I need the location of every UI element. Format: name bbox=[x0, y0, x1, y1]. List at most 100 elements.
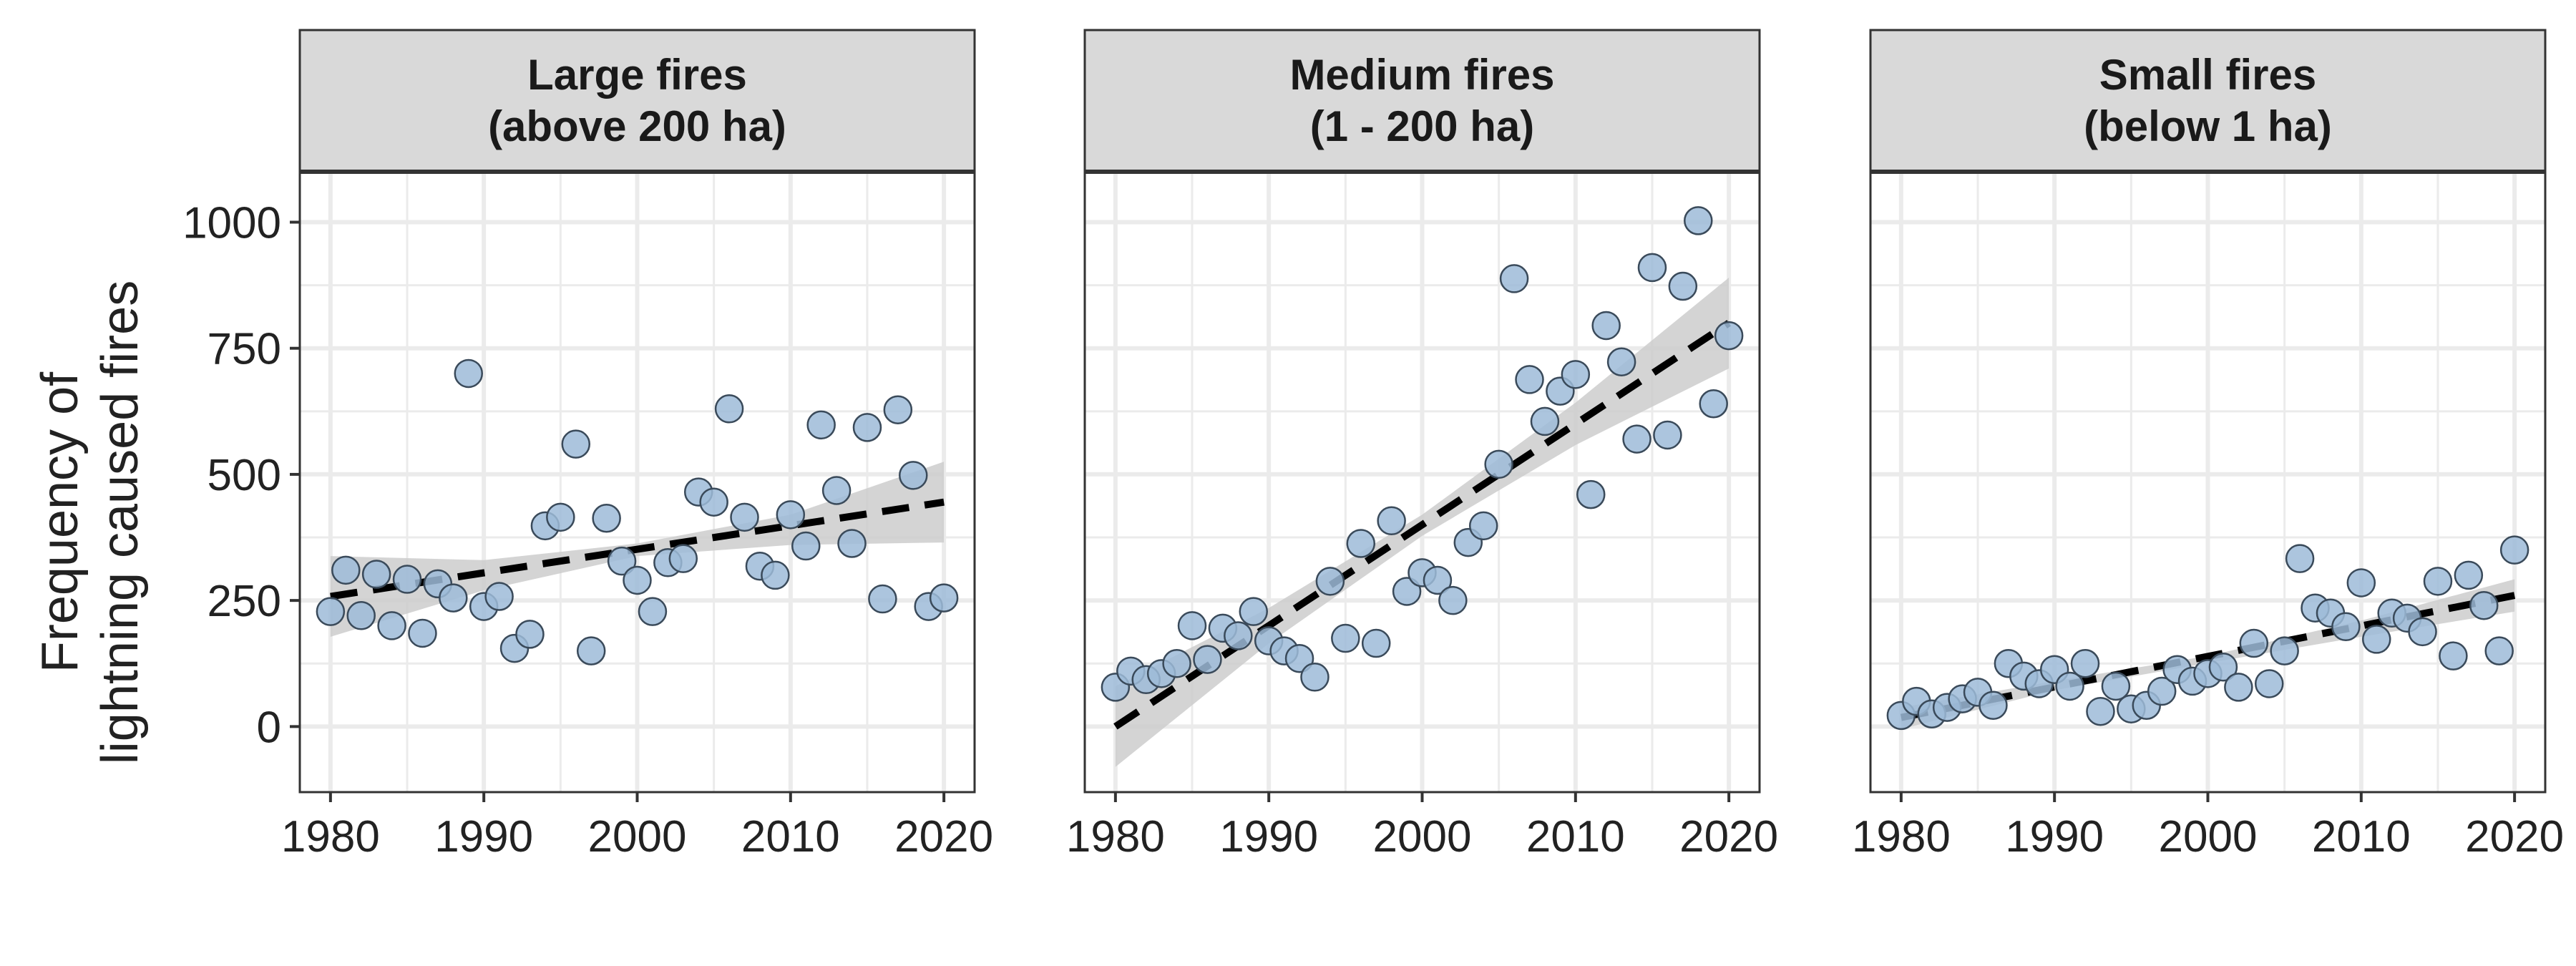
data-point bbox=[868, 584, 897, 614]
data-point bbox=[668, 544, 698, 573]
data-point bbox=[837, 529, 867, 558]
x-tick-label: 1990 bbox=[2005, 812, 2104, 862]
x-tick-label: 2010 bbox=[2312, 812, 2411, 862]
data-point bbox=[576, 636, 606, 665]
data-point bbox=[2086, 696, 2115, 726]
data-point bbox=[1668, 271, 1698, 301]
panel-title-line-2: (1 - 200 ha) bbox=[1310, 102, 1534, 150]
data-point bbox=[1591, 311, 1621, 341]
y-tick-label: 1000 bbox=[182, 198, 281, 248]
data-point bbox=[2454, 560, 2484, 590]
strip-background bbox=[298, 29, 976, 173]
data-point bbox=[776, 500, 806, 530]
data-point bbox=[2469, 590, 2499, 620]
data-point bbox=[1331, 623, 1360, 653]
facet-panel-2: Medium fires(1 - 200 ha) 1980 1990 2000 2010… bbox=[1066, 29, 1778, 862]
data-point bbox=[806, 410, 836, 440]
data-point bbox=[2208, 652, 2238, 682]
data-point bbox=[1300, 663, 1330, 692]
data-point bbox=[454, 358, 483, 389]
x-tick-label: 1980 bbox=[281, 812, 380, 862]
data-point bbox=[2070, 649, 2100, 678]
data-point bbox=[852, 413, 882, 442]
data-point bbox=[2055, 671, 2084, 701]
data-point bbox=[1438, 585, 1468, 615]
data-point bbox=[1699, 389, 1728, 419]
data-point bbox=[1684, 206, 1713, 235]
data-point bbox=[561, 429, 591, 459]
data-point bbox=[761, 560, 790, 590]
data-point bbox=[2270, 636, 2299, 665]
data-point bbox=[638, 597, 668, 626]
data-point bbox=[316, 597, 346, 626]
data-point bbox=[2484, 636, 2514, 665]
y-tick-label: 750 bbox=[208, 325, 281, 374]
x-tick-label: 1980 bbox=[1066, 812, 1165, 862]
facet-panels: Large fires(above 200 ha) 1980 1990 2000 201… bbox=[182, 29, 2564, 862]
data-point bbox=[2101, 671, 2131, 701]
data-point bbox=[1468, 511, 1498, 541]
y-tick-label: 0 bbox=[257, 703, 281, 752]
data-point bbox=[1423, 565, 1453, 595]
y-axis-title-line-2: lightning caused fires bbox=[92, 280, 149, 764]
data-point bbox=[1239, 597, 1268, 626]
data-point bbox=[377, 611, 406, 640]
data-point bbox=[515, 620, 545, 649]
data-point bbox=[2423, 567, 2453, 596]
x-tick-label: 2020 bbox=[894, 812, 993, 862]
data-point bbox=[484, 582, 514, 611]
data-point bbox=[1622, 424, 1652, 454]
data-point bbox=[1606, 347, 1636, 376]
data-point bbox=[899, 461, 928, 490]
data-point bbox=[1653, 420, 1682, 450]
data-point bbox=[1530, 406, 1560, 436]
data-point bbox=[883, 395, 913, 424]
data-point bbox=[1484, 449, 1513, 479]
data-point bbox=[2147, 676, 2177, 706]
x-tick-label: 2020 bbox=[2465, 812, 2564, 862]
data-point bbox=[821, 476, 852, 505]
data-point bbox=[1224, 621, 1253, 650]
panel-title-line-1: Medium fires bbox=[1289, 51, 1554, 99]
data-point bbox=[2346, 568, 2376, 597]
data-point bbox=[1515, 365, 1544, 394]
panel-title-line-1: Small fires bbox=[2099, 51, 2317, 99]
data-point bbox=[699, 487, 728, 517]
data-point bbox=[1346, 529, 1376, 558]
data-point bbox=[2285, 544, 2315, 573]
data-point bbox=[2362, 625, 2391, 654]
panel-title-line-1: Large fires bbox=[527, 51, 747, 99]
data-point bbox=[1193, 645, 1222, 674]
strip-background bbox=[1083, 29, 1761, 173]
data-point bbox=[2439, 641, 2468, 670]
data-point bbox=[2224, 673, 2253, 702]
data-point bbox=[2499, 535, 2529, 565]
panel-plot-area bbox=[1101, 206, 1744, 767]
x-tick-label: 1990 bbox=[1219, 812, 1318, 862]
x-tick-label: 2000 bbox=[1373, 812, 1472, 862]
data-point bbox=[1162, 649, 1191, 678]
trend-line bbox=[1113, 320, 1731, 730]
y-axis-title: Frequency of lightning caused fires bbox=[31, 280, 149, 764]
data-point bbox=[623, 565, 652, 595]
data-point bbox=[546, 502, 575, 532]
data-point bbox=[1637, 253, 1667, 283]
x-tick-label: 1990 bbox=[434, 812, 533, 862]
y-tick-label: 500 bbox=[208, 451, 281, 500]
data-point bbox=[331, 555, 361, 585]
y-axis-title-line-1: Frequency of bbox=[31, 371, 89, 673]
data-point bbox=[1284, 643, 1314, 673]
data-point bbox=[1499, 264, 1529, 293]
facet-panel-1: Large fires(above 200 ha) 1980 1990 2000 201… bbox=[182, 29, 993, 862]
data-point bbox=[408, 618, 437, 648]
data-point bbox=[1576, 479, 1606, 509]
data-point bbox=[1315, 567, 1345, 596]
data-point bbox=[1979, 691, 2008, 721]
strip-background bbox=[1869, 29, 2547, 173]
x-tick-label: 2000 bbox=[588, 812, 687, 862]
x-tick-label: 1980 bbox=[1852, 812, 1951, 862]
x-tick-label: 2010 bbox=[1526, 812, 1625, 862]
data-point bbox=[730, 502, 759, 532]
data-point bbox=[361, 560, 391, 589]
